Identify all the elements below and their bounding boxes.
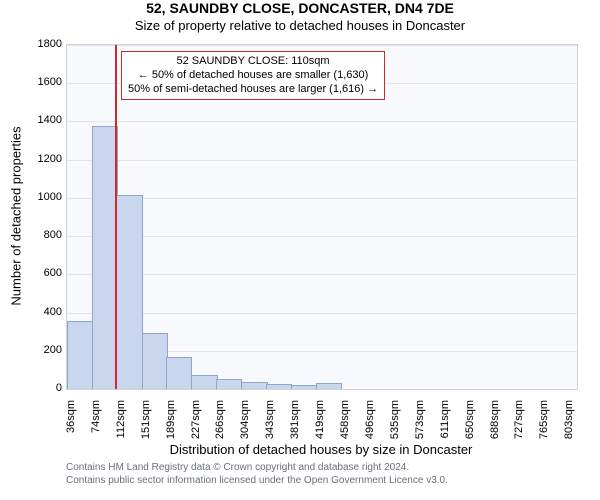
histogram-bar	[316, 383, 343, 389]
x-tick-label: 688sqm	[489, 400, 501, 439]
y-tick-label: 400	[30, 306, 62, 318]
x-tick-label: 343sqm	[264, 400, 276, 439]
chart-plot-area: 52 SAUNDBY CLOSE: 110sqm← 50% of detache…	[66, 44, 578, 390]
y-tick-label: 200	[30, 344, 62, 356]
annotation-line: 50% of semi-detached houses are larger (…	[128, 83, 378, 97]
y-tick-label: 1400	[30, 114, 62, 126]
histogram-bar	[266, 384, 292, 389]
gridline	[67, 121, 577, 122]
x-tick-label: 189sqm	[165, 400, 177, 439]
histogram-bar	[116, 195, 143, 389]
histogram-bar	[241, 382, 268, 389]
x-tick-label: 573sqm	[414, 400, 426, 439]
x-tick-label: 458sqm	[339, 400, 351, 439]
x-tick-label: 803sqm	[563, 400, 575, 439]
y-tick-label: 1200	[30, 153, 62, 165]
x-tick-label: 535sqm	[389, 400, 401, 439]
x-tick-label: 727sqm	[513, 400, 525, 439]
x-tick-label: 266sqm	[214, 400, 226, 439]
gridline	[67, 274, 577, 275]
gridline	[67, 45, 577, 46]
x-tick-label: 496sqm	[364, 400, 376, 439]
x-tick-label: 611sqm	[439, 400, 451, 438]
histogram-bar	[216, 379, 242, 389]
x-tick-label: 36sqm	[65, 400, 77, 433]
histogram-bar	[67, 321, 93, 389]
y-tick-label: 1000	[30, 191, 62, 203]
gridline	[67, 236, 577, 237]
x-tick-label: 419sqm	[314, 400, 326, 439]
credits: Contains HM Land Registry data © Crown c…	[66, 462, 448, 487]
annotation-line: 52 SAUNDBY CLOSE: 110sqm	[128, 55, 378, 69]
credits-line-1: Contains HM Land Registry data © Crown c…	[66, 462, 448, 475]
gridline	[67, 198, 577, 199]
annotation-box: 52 SAUNDBY CLOSE: 110sqm← 50% of detache…	[121, 51, 385, 100]
gridline	[67, 160, 577, 161]
y-tick-label: 600	[30, 267, 62, 279]
chart-subtitle: Size of property relative to detached ho…	[0, 18, 600, 33]
gridline	[67, 313, 577, 314]
credits-line-2: Contains public sector information licen…	[66, 475, 448, 488]
histogram-bar	[142, 333, 168, 389]
y-axis-label: Number of detached properties	[9, 126, 24, 305]
y-tick-label: 800	[30, 229, 62, 241]
x-tick-label: 381sqm	[289, 400, 301, 439]
histogram-bar	[191, 375, 218, 389]
histogram-bar	[291, 385, 317, 389]
reference-line	[115, 45, 117, 389]
x-tick-label: 112sqm	[115, 400, 127, 438]
x-tick-label: 227sqm	[190, 400, 202, 439]
annotation-line: ← 50% of detached houses are smaller (1,…	[128, 69, 378, 83]
x-tick-label: 650sqm	[464, 400, 476, 439]
x-tick-label: 151sqm	[140, 400, 152, 439]
x-tick-label: 74sqm	[90, 400, 102, 433]
x-tick-label: 765sqm	[538, 400, 550, 439]
y-tick-label: 1800	[30, 38, 62, 50]
histogram-bar	[92, 126, 118, 389]
y-tick-label: 0	[30, 382, 62, 394]
histogram-bar	[166, 357, 192, 389]
x-tick-label: 304sqm	[239, 400, 251, 439]
y-tick-label: 1600	[30, 76, 62, 88]
x-axis-label: Distribution of detached houses by size …	[66, 442, 576, 457]
chart-title: 52, SAUNDBY CLOSE, DONCASTER, DN4 7DE	[0, 0, 600, 16]
